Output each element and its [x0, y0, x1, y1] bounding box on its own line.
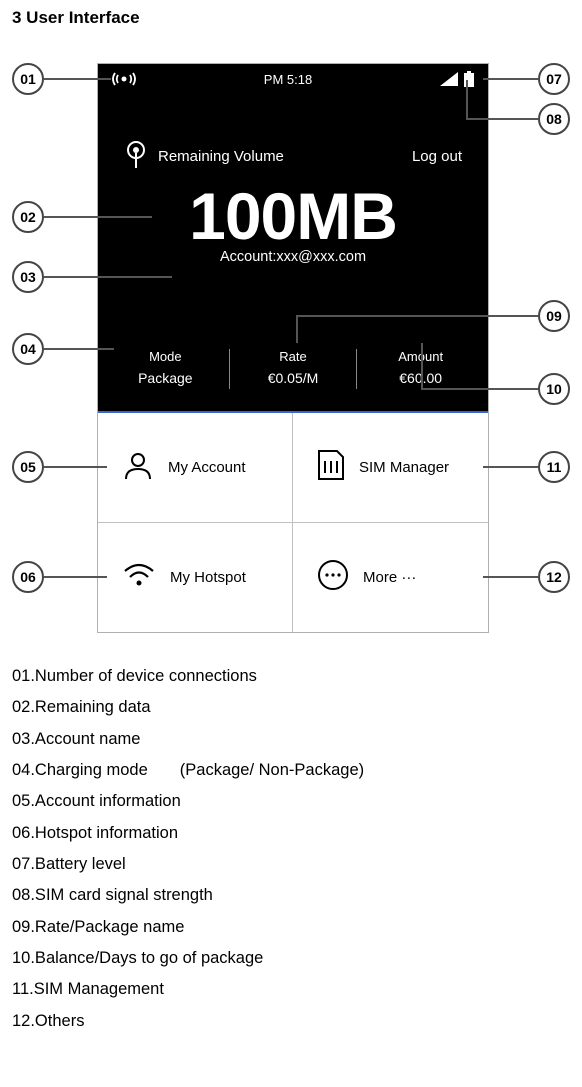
leader	[483, 78, 538, 80]
tile-sim-manager[interactable]: SIM Manager	[293, 413, 488, 523]
legend-item: 03.Account name	[12, 724, 570, 755]
legend-item: 01.Number of device connections	[12, 661, 570, 692]
callout-04: 04	[12, 333, 44, 365]
person-icon	[122, 449, 154, 485]
mode-value: Package	[110, 370, 221, 386]
legend-item: 04.Charging mode(Package/ Non-Package)	[12, 755, 570, 786]
callout-12: 12	[538, 561, 570, 593]
legend-item: 09.Rate/Package name	[12, 912, 570, 943]
leader	[298, 315, 538, 317]
callout-01: 01	[12, 63, 44, 95]
tile-label: More ···	[363, 569, 416, 586]
mode-label: Mode	[110, 349, 221, 364]
leader	[483, 466, 538, 468]
phone-top-panel: PM 5:18	[98, 64, 488, 413]
leader	[296, 315, 298, 343]
tile-label: SIM Manager	[359, 459, 449, 476]
legend-item: 08.SIM card signal strength	[12, 880, 570, 911]
tile-my-account[interactable]: My Account	[98, 413, 293, 523]
leader	[44, 576, 107, 578]
callout-02: 02	[12, 201, 44, 233]
leader	[466, 80, 468, 120]
leader	[423, 388, 538, 390]
callout-10: 10	[538, 373, 570, 405]
status-time: PM 5:18	[264, 72, 312, 87]
leader	[44, 348, 114, 350]
legend-extra: (Package/ Non-Package)	[180, 755, 364, 786]
callout-07: 07	[538, 63, 570, 95]
legend-item: 06.Hotspot information	[12, 818, 570, 849]
logout-link[interactable]: Log out	[412, 148, 462, 165]
callout-11: 11	[538, 451, 570, 483]
leader	[468, 118, 538, 120]
divider	[356, 349, 357, 389]
legend-item: 11.SIM Management	[12, 974, 570, 1005]
connections-icon	[112, 71, 136, 87]
callout-06: 06	[12, 561, 44, 593]
legend-list: 01.Number of device connections02.Remain…	[12, 661, 570, 1037]
section-heading: 3 User Interface	[12, 8, 570, 28]
rate-label: Rate	[238, 349, 349, 364]
legend-item: 02.Remaining data	[12, 692, 570, 723]
leader	[44, 216, 152, 218]
legend-item: 10.Balance/Days to go of package	[12, 943, 570, 974]
callout-03: 03	[12, 261, 44, 293]
stat-mode: Mode Package	[106, 349, 225, 389]
callout-09: 09	[538, 300, 570, 332]
tile-more[interactable]: More ···	[293, 523, 488, 633]
leader	[44, 276, 172, 278]
legend-item: 12.Others	[12, 1006, 570, 1037]
stat-rate: Rate €0.05/M	[234, 349, 353, 389]
antenna-icon	[124, 140, 148, 172]
tile-grid: My Account SIM Manager	[98, 413, 488, 632]
leader	[44, 78, 111, 80]
leader	[483, 576, 538, 578]
legend-item: 07.Battery level	[12, 849, 570, 880]
tile-label: My Account	[168, 459, 246, 476]
ui-diagram: PM 5:18	[12, 63, 570, 633]
callout-08: 08	[538, 103, 570, 135]
wifi-icon	[122, 562, 156, 592]
stats-row: Mode Package Rate €0.05/M Amount €60.00	[98, 349, 488, 389]
leader	[44, 466, 107, 468]
phone-mockup: PM 5:18	[97, 63, 489, 633]
tile-label: My Hotspot	[170, 569, 246, 586]
legend-item: 05.Account information	[12, 786, 570, 817]
leader	[421, 343, 423, 390]
remaining-volume-label: Remaining Volume	[158, 148, 284, 165]
status-bar: PM 5:18	[98, 64, 488, 94]
rate-value: €0.05/M	[238, 370, 349, 386]
more-icon	[317, 559, 349, 595]
remaining-data-value: 100MB	[98, 182, 488, 251]
callout-05: 05	[12, 451, 44, 483]
sim-icon	[317, 449, 345, 485]
header-row: Remaining Volume Log out	[98, 94, 488, 172]
account-name: Account:xxx@xxx.com	[98, 249, 488, 265]
signal-icon	[440, 72, 458, 86]
divider	[229, 349, 230, 389]
tile-my-hotspot[interactable]: My Hotspot	[98, 523, 293, 633]
